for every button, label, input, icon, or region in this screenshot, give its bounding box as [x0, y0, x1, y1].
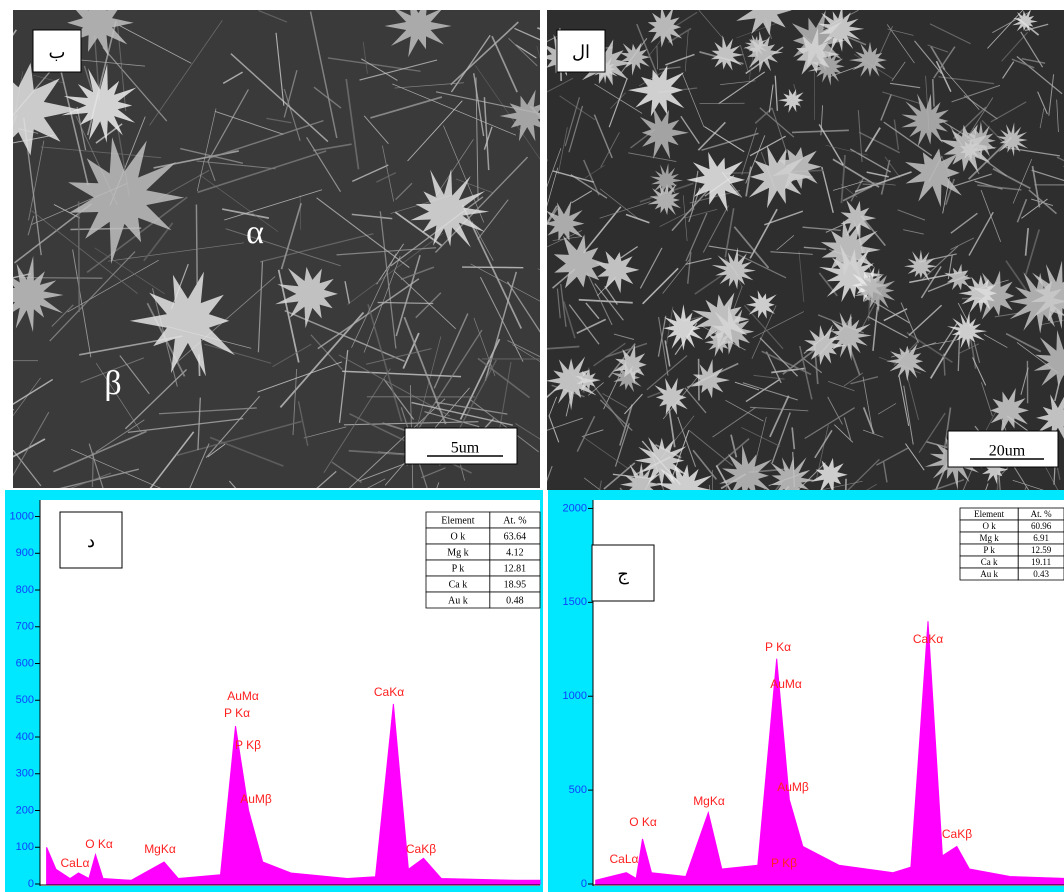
- peak-label: MgKα: [144, 842, 176, 856]
- y-tick-label: 400: [16, 731, 34, 743]
- sem-image: ال 20um: [524, 0, 1064, 537]
- table-text: At. %: [1031, 509, 1053, 519]
- peak-label: AuMα: [770, 677, 802, 691]
- table-text: Ca k: [981, 557, 998, 567]
- panel-label: ج: [617, 564, 629, 585]
- table-text: 18.95: [504, 579, 527, 590]
- peak-label: O Kα: [85, 837, 113, 851]
- peak-label: CaKα: [374, 685, 404, 699]
- fiber: [462, 267, 523, 268]
- table-text: 0.43: [1033, 569, 1049, 579]
- y-tick-label: 600: [16, 657, 34, 669]
- fiber: [196, 205, 197, 284]
- table-text: Au k: [448, 595, 468, 606]
- peak-label: CaKβ: [942, 827, 972, 841]
- y-tick-label: 2000: [563, 502, 587, 514]
- y-tick-label: 200: [16, 804, 34, 816]
- peak-label: AuMα: [227, 689, 259, 703]
- table-text: O k: [451, 531, 466, 542]
- y-tick-label: 500: [569, 784, 587, 796]
- table-text: Au k: [980, 569, 998, 579]
- table-text: P k: [983, 545, 995, 555]
- peak-label: CaLα: [610, 852, 639, 866]
- phase-marker: α: [246, 214, 264, 251]
- table-text: Mg k: [447, 547, 468, 558]
- y-tick-label: 1000: [563, 690, 587, 702]
- y-tick-label: 0: [581, 878, 587, 890]
- fiber: [863, 184, 884, 185]
- peak-label: P Kβ: [771, 856, 797, 870]
- table-text: Element: [974, 509, 1004, 519]
- peak-label: O Kα: [629, 815, 657, 829]
- y-tick-label: 700: [16, 621, 34, 633]
- panel-label: ب: [49, 42, 66, 62]
- table-text: At. %: [503, 515, 526, 526]
- peak-label: P Kβ: [235, 738, 261, 752]
- sem-image: ب 5um: [0, 0, 627, 568]
- table-text: 60.96: [1031, 521, 1052, 531]
- y-tick-label: 300: [16, 768, 34, 780]
- sem-background: [547, 10, 1064, 490]
- peak-label: CaLα: [61, 856, 90, 870]
- y-tick-label: 1000: [10, 510, 34, 522]
- y-tick-label: 1500: [563, 596, 587, 608]
- phase-marker: β: [104, 365, 121, 402]
- table-text: 6.91: [1033, 533, 1049, 543]
- table-text: 4.12: [506, 547, 524, 558]
- scale-bar-label: 5um: [451, 440, 480, 457]
- y-tick-label: 900: [16, 547, 34, 559]
- panel-label: ال: [572, 42, 590, 62]
- y-tick-label: 800: [16, 584, 34, 596]
- spectrum-panel: 0 100 200 300 400 500 600 700 800 900 1000 CaLα O Kα…: [5, 490, 543, 892]
- peak-label: P Kα: [224, 706, 250, 720]
- fiber: [79, 201, 80, 311]
- figure: ب 5um ال 20um α β 0 100 200 300 400 500 600 700 800 900…: [0, 0, 1064, 892]
- table-text: Mg k: [979, 533, 999, 543]
- peak-label: P Kα: [765, 640, 791, 654]
- table-text: 12.59: [1031, 545, 1052, 555]
- peak-label: CaKα: [913, 632, 943, 646]
- table-text: Element: [441, 515, 475, 526]
- peak-label: AuMβ: [777, 780, 809, 794]
- table-text: O k: [982, 521, 996, 531]
- y-tick-label: 100: [16, 841, 34, 853]
- y-tick-label: 0: [28, 878, 34, 890]
- sem-content: [0, 0, 627, 568]
- table-text: 0.48: [506, 595, 524, 606]
- peak-label: MgKα: [693, 794, 725, 808]
- y-tick-label: 500: [16, 694, 34, 706]
- table-text: 19.11: [1031, 557, 1051, 567]
- table-text: P k: [452, 563, 465, 574]
- table-text: 63.64: [504, 531, 527, 542]
- spectrum-panel: 0 500 1000 1500 2000 CaLα O Kα MgKα P Kα AuMα AuMβ…: [548, 490, 1064, 892]
- table-text: 12.81: [504, 563, 527, 574]
- peak-label: CaKβ: [406, 842, 436, 856]
- panel-label: د: [87, 531, 95, 551]
- table-text: Ca k: [449, 579, 468, 590]
- scale-bar-label: 20um: [989, 443, 1026, 460]
- peak-label: AuMβ: [240, 792, 272, 806]
